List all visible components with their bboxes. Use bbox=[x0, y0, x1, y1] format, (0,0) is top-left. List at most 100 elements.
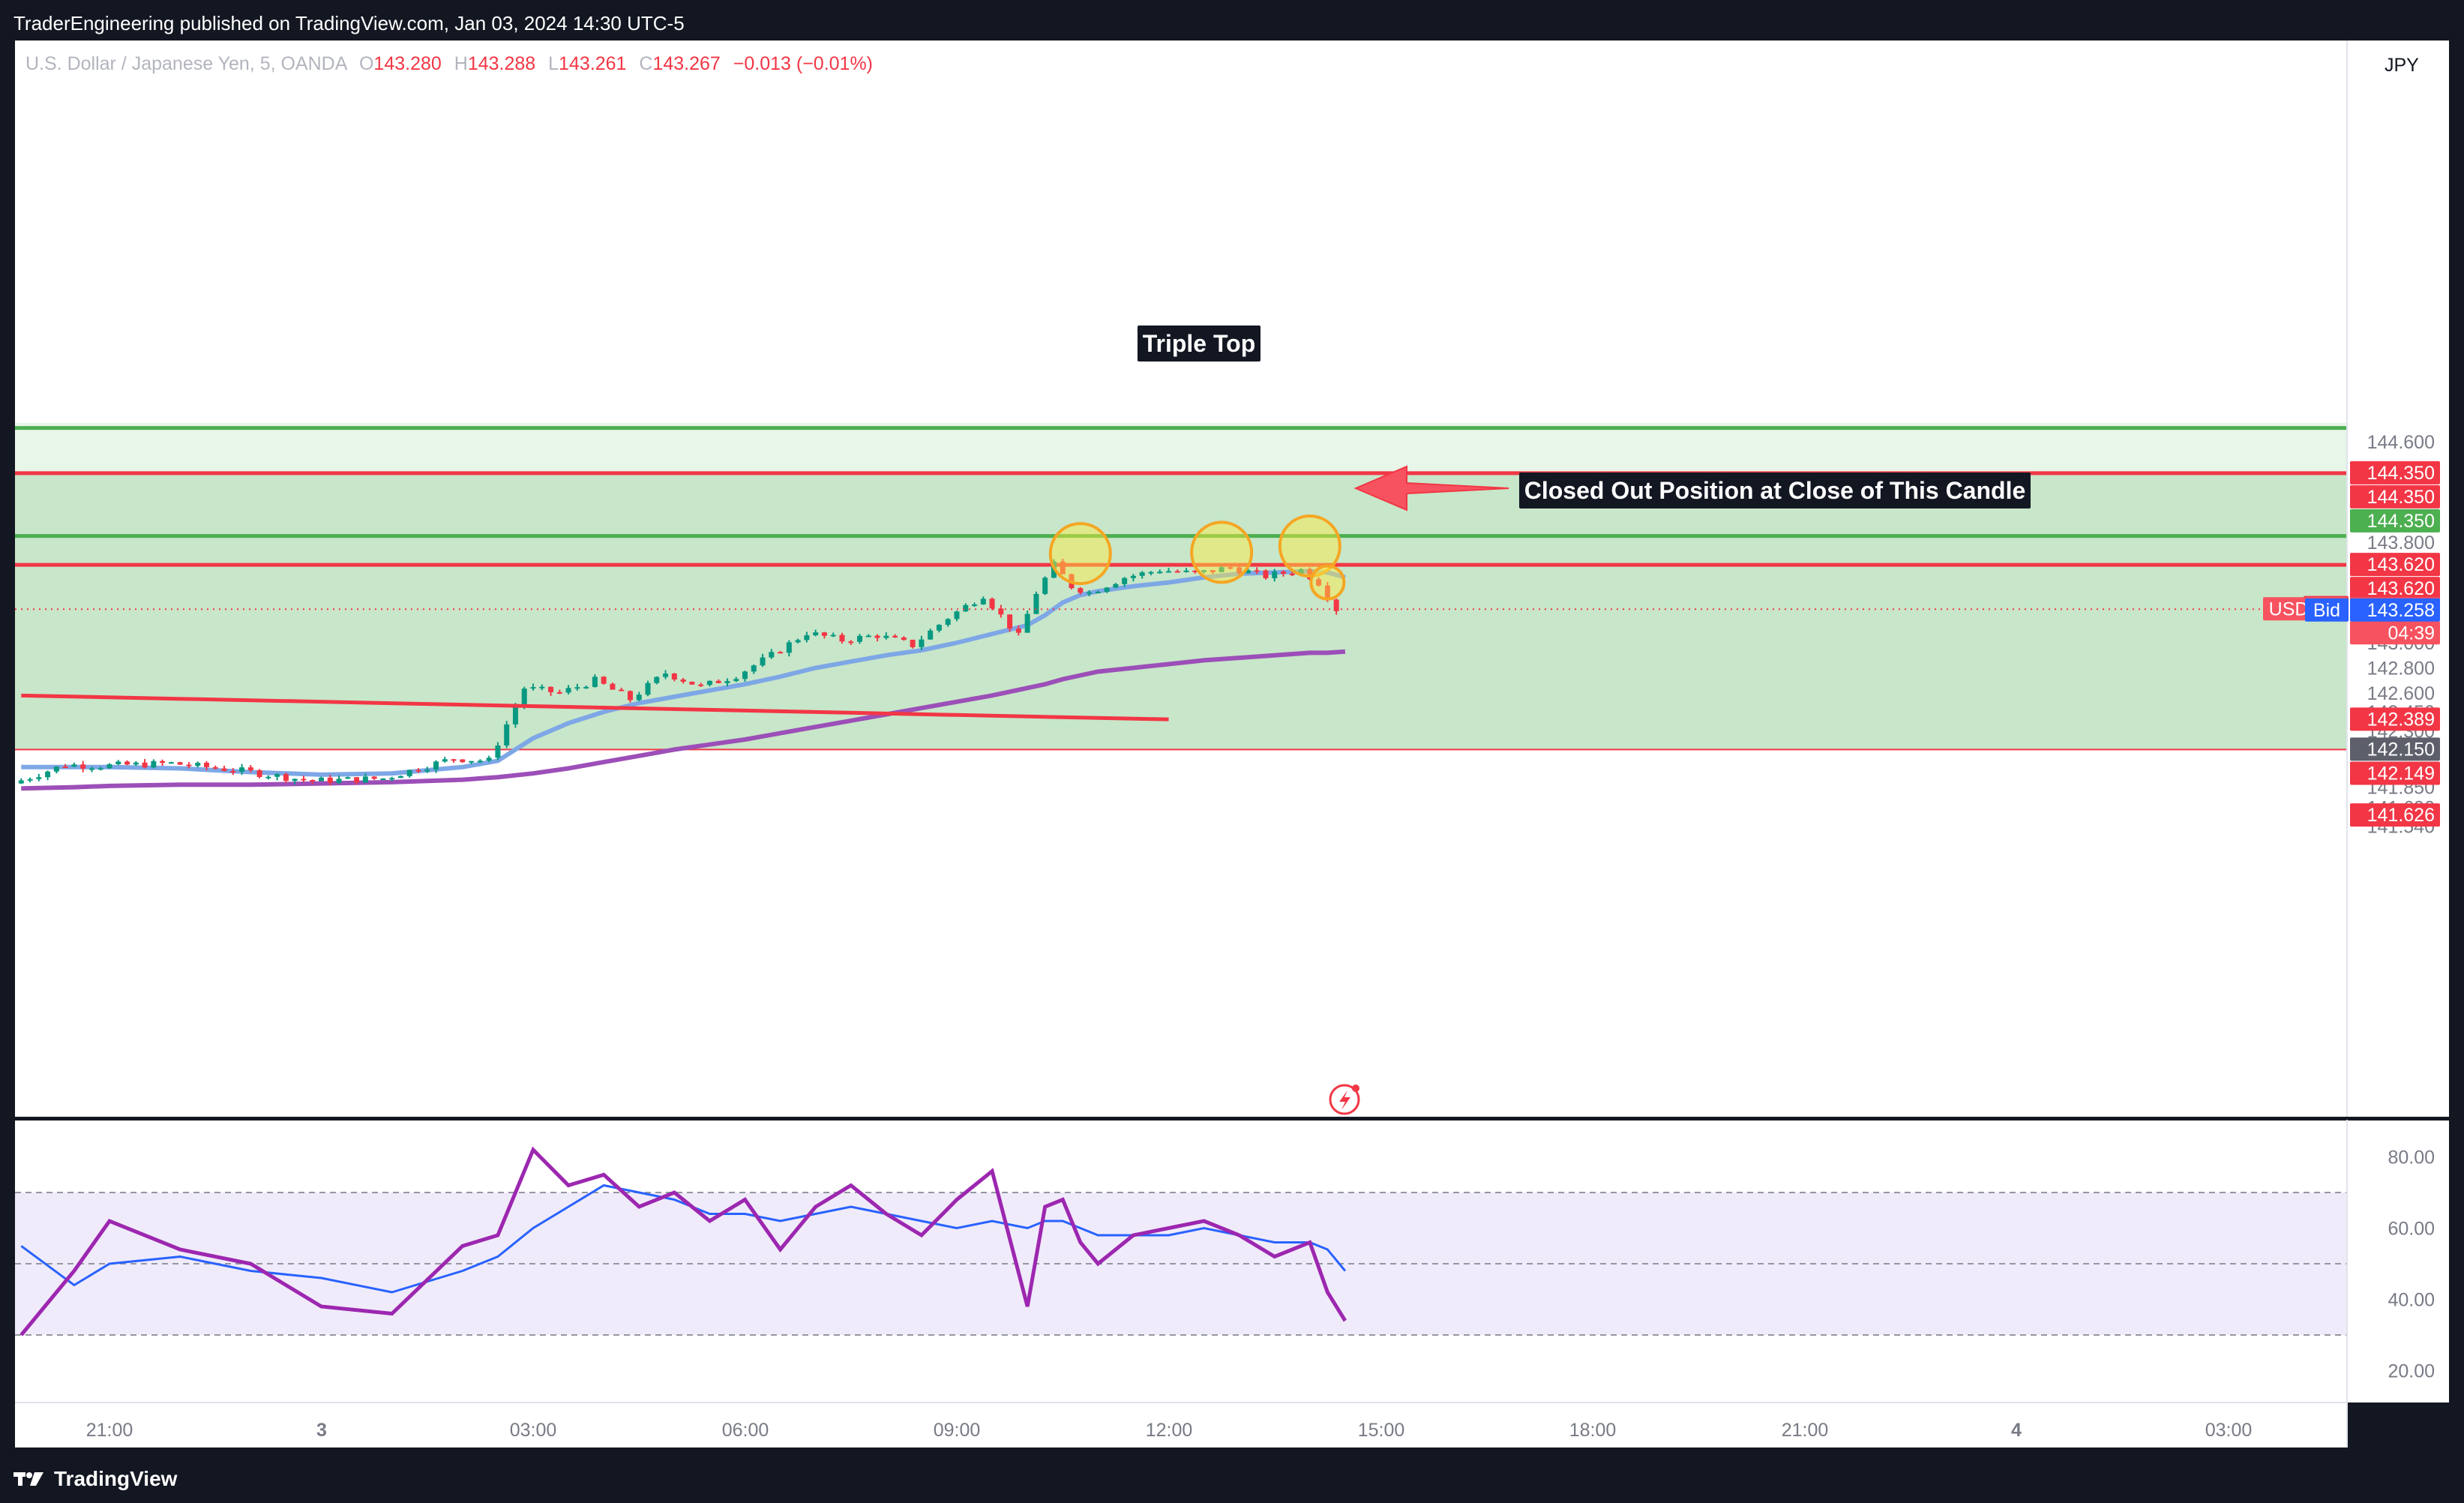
ema-fast-line bbox=[21, 568, 1346, 777]
candle-body bbox=[530, 687, 536, 689]
candle-body bbox=[689, 681, 695, 685]
time-tick-label: 18:00 bbox=[1569, 1420, 1617, 1441]
lightning-icon-ring bbox=[1329, 1084, 1360, 1115]
candle-body bbox=[1087, 592, 1093, 594]
lightning-icon-dot bbox=[1352, 1084, 1359, 1092]
time-tick-label: 12:00 bbox=[1146, 1420, 1193, 1441]
candle-body bbox=[619, 689, 625, 692]
closed-out-annotation[interactable]: Closed Out Position at Close of This Can… bbox=[1519, 472, 2031, 508]
candle-body bbox=[724, 681, 730, 683]
candle-body bbox=[504, 724, 510, 746]
candle-body bbox=[751, 665, 757, 672]
rsi-tick-label: 60.00 bbox=[2388, 1219, 2435, 1240]
candle-body bbox=[212, 766, 218, 769]
candle-body bbox=[565, 688, 571, 693]
closed-out-label-box bbox=[1519, 472, 2031, 508]
tradingview-logo-wedge bbox=[30, 1472, 43, 1486]
time-axis-background bbox=[15, 1402, 2347, 1448]
price-badge bbox=[2350, 577, 2440, 601]
candle-body bbox=[1236, 567, 1242, 574]
price-badge-label: 142.149 bbox=[2367, 764, 2435, 784]
candle-body bbox=[1324, 585, 1330, 600]
triple-top-label: Triple Top bbox=[1143, 330, 1256, 357]
candle-body bbox=[1033, 593, 1039, 614]
candle-body bbox=[830, 634, 836, 637]
candle-body bbox=[1183, 570, 1189, 572]
trendline-layer[interactable] bbox=[21, 693, 1169, 722]
candle-body bbox=[1166, 571, 1171, 573]
candle-body bbox=[795, 640, 801, 643]
candle-body bbox=[106, 764, 112, 769]
price-badge-label: 144.350 bbox=[2367, 463, 2435, 484]
candle-body bbox=[680, 679, 686, 682]
candle-body bbox=[354, 777, 360, 783]
candle-body bbox=[1281, 572, 1287, 574]
candle-body bbox=[865, 635, 871, 638]
candle-body bbox=[1210, 570, 1216, 572]
rsi-axis-background bbox=[2348, 1120, 2449, 1402]
candle-body bbox=[1139, 572, 1145, 576]
candle-body bbox=[548, 686, 554, 692]
candle-body bbox=[292, 778, 298, 782]
footer: TradingView bbox=[0, 1455, 2464, 1503]
candle-body bbox=[230, 770, 236, 772]
candle-body bbox=[972, 604, 978, 606]
price-axis[interactable]: JPY144.600144.200144.000143.800143.40014… bbox=[2263, 40, 2449, 1448]
rsi-axis[interactable]: 80.00 60.00 40.00 20.00 bbox=[2348, 1120, 2449, 1402]
candle-body bbox=[1228, 567, 1233, 569]
candle-body bbox=[151, 760, 157, 768]
candle-body bbox=[1157, 572, 1163, 574]
candle-body bbox=[62, 766, 68, 769]
candle-body bbox=[936, 625, 942, 631]
moving-averages-layer bbox=[21, 568, 1346, 791]
candle-body bbox=[451, 759, 457, 761]
triple-top-markers[interactable] bbox=[1048, 514, 1346, 601]
candle-body bbox=[556, 692, 562, 694]
price-badge bbox=[2350, 460, 2440, 484]
candle-body bbox=[469, 760, 475, 763]
candle-body bbox=[424, 770, 430, 772]
candle-body bbox=[1042, 578, 1048, 594]
candle-body bbox=[742, 671, 748, 680]
candle-body bbox=[371, 776, 377, 779]
candle-body bbox=[80, 764, 86, 769]
legend-change: −0.013 (−0.01%) bbox=[733, 53, 873, 74]
time-tick-label: 21:00 bbox=[1782, 1420, 1829, 1441]
triple-top-annotation[interactable]: Triple Top bbox=[1138, 326, 1260, 362]
candle-body bbox=[389, 778, 395, 780]
candle-body bbox=[715, 680, 721, 683]
candle-body bbox=[336, 778, 342, 783]
candle-body bbox=[663, 674, 669, 677]
rsi-tick-label: 20.00 bbox=[2388, 1361, 2435, 1382]
pane-divider[interactable] bbox=[15, 1117, 2449, 1120]
tradingview-logo-dot bbox=[26, 1472, 32, 1478]
candle-body bbox=[804, 635, 810, 640]
candle-body bbox=[1078, 588, 1084, 593]
lightning-icon[interactable] bbox=[1329, 1084, 1360, 1115]
candle-body bbox=[88, 768, 94, 770]
candle-body bbox=[601, 676, 607, 684]
closed-out-arrow[interactable] bbox=[1353, 465, 1509, 512]
candle-body bbox=[583, 686, 589, 688]
candle-body bbox=[203, 762, 209, 767]
time-axis[interactable]: 21:00 3 03:00 06:00 09:00 12:00 15:00 18:00 21:0… bbox=[15, 1402, 2347, 1441]
candle-body bbox=[1307, 568, 1313, 580]
closed-out-label: Closed Out Position at Close of This Can… bbox=[1524, 477, 2026, 504]
candle-body bbox=[380, 778, 386, 781]
candle-body bbox=[310, 780, 316, 782]
candle-body bbox=[512, 706, 518, 724]
tradingview-logo-stem bbox=[18, 1472, 22, 1486]
candle-body bbox=[45, 771, 51, 778]
candle-body bbox=[883, 635, 889, 638]
rsi-tick-label: 80.00 bbox=[2388, 1148, 2435, 1168]
candle-body bbox=[1148, 572, 1154, 574]
candle-body bbox=[186, 764, 192, 766]
rsi-pane bbox=[15, 1146, 2347, 1336]
price-badge-label: 04:39 bbox=[2388, 622, 2435, 644]
triple-top-label-box bbox=[1138, 326, 1260, 362]
candle-body bbox=[1007, 614, 1013, 629]
candle-body bbox=[477, 760, 483, 763]
candle-body bbox=[460, 759, 466, 763]
candle-body bbox=[1192, 570, 1198, 572]
